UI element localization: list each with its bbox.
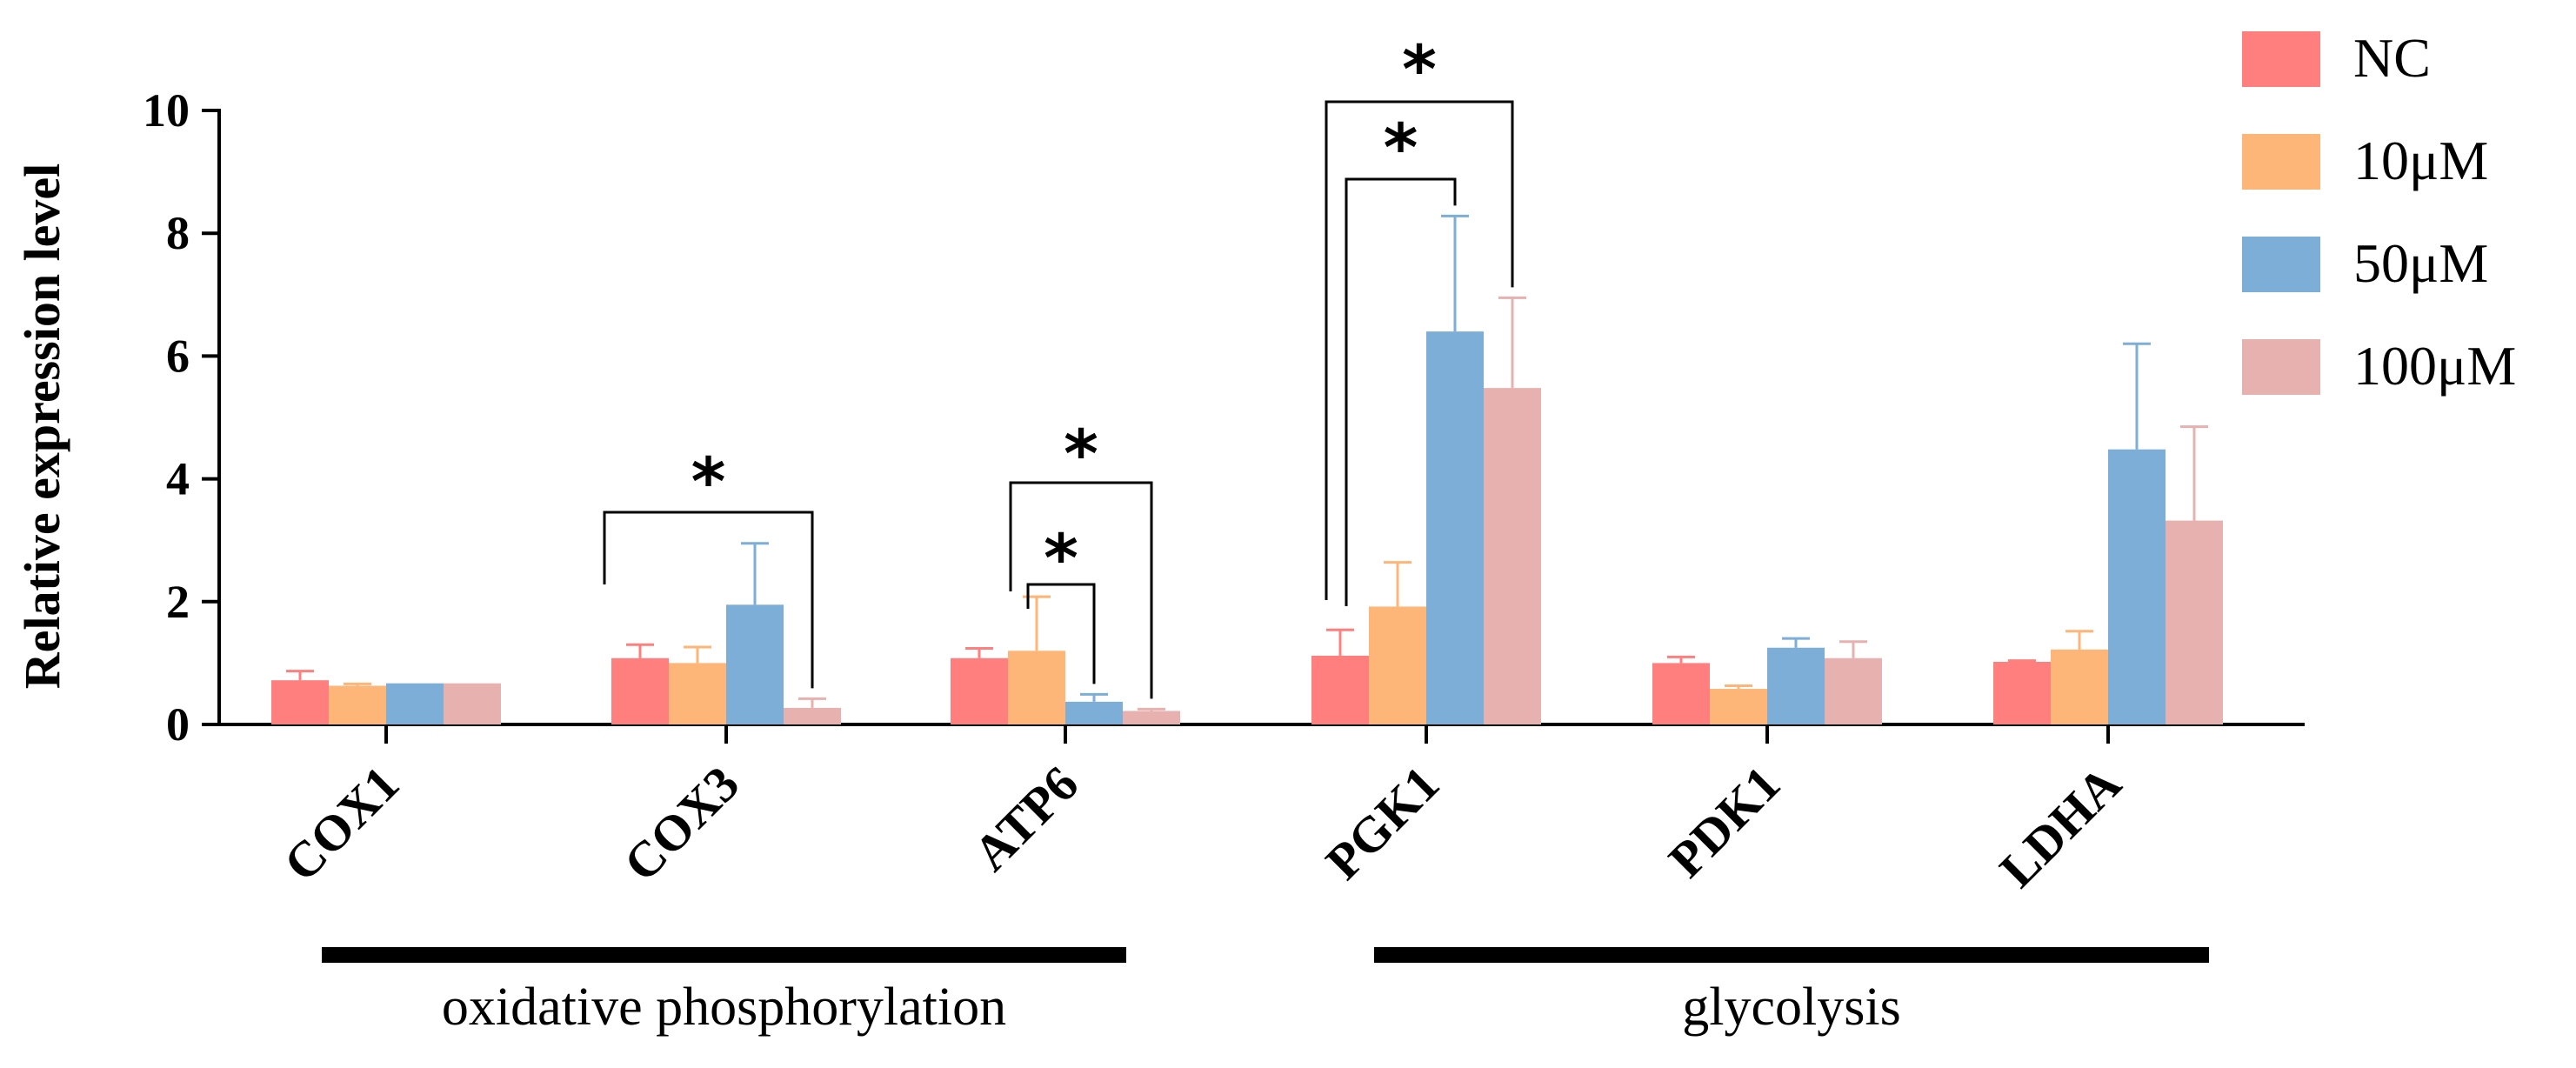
significance-star: * [1402, 30, 1437, 108]
bar [1993, 661, 2051, 724]
x-tick-label: COX3 [613, 755, 751, 892]
legend-label: NC [2353, 27, 2431, 89]
y-tick-label: 10 [143, 84, 190, 137]
significance-bracket [1325, 100, 1514, 600]
bar [1652, 663, 1710, 724]
x-tick-label: PGK1 [1315, 755, 1450, 890]
bar [1767, 647, 1825, 724]
y-tick-label: 8 [166, 207, 190, 259]
legend-swatch [2242, 339, 2320, 395]
significance-star: * [1044, 519, 1078, 597]
bar [2051, 649, 2108, 724]
significance-star: * [1064, 415, 1098, 492]
x-tick-label: ATP6 [963, 755, 1089, 881]
significance-star: * [691, 443, 726, 520]
bar [1065, 701, 1123, 724]
bar [1311, 655, 1369, 724]
bar [784, 707, 841, 724]
significance-bracket [603, 511, 814, 689]
y-tick-label: 6 [166, 330, 190, 382]
bar [329, 685, 386, 724]
bar [1426, 331, 1484, 724]
bar [2166, 520, 2223, 724]
x-tick-label: COX1 [273, 755, 410, 892]
y-tick-label: 0 [166, 698, 190, 751]
bar [669, 663, 726, 724]
bar [1710, 689, 1767, 724]
y-tick-label: 2 [166, 576, 190, 628]
legend-label: 10μM [2353, 130, 2488, 191]
bar [1008, 651, 1065, 724]
category-group-label: glycolysis [1682, 978, 1900, 1037]
x-tick-label: PDK1 [1658, 755, 1791, 888]
y-tick-label: 4 [166, 453, 190, 505]
legend-swatch [2242, 31, 2320, 87]
bar [1369, 606, 1426, 724]
bar [611, 657, 669, 724]
significance-bracket [1026, 583, 1096, 684]
bar [951, 657, 1008, 724]
legend-label: 100μM [2353, 335, 2516, 397]
bar [386, 683, 444, 724]
bar [444, 683, 501, 724]
bar [1825, 657, 1882, 724]
bar [2108, 449, 2166, 724]
legend-label: 50μM [2353, 232, 2488, 294]
significance-bracket [1345, 177, 1457, 606]
legend-swatch [2242, 237, 2320, 292]
category-group-bar [1374, 947, 2209, 963]
bar [726, 604, 784, 724]
bar [1484, 388, 1541, 724]
bar [1123, 711, 1180, 724]
significance-star: * [1384, 109, 1418, 186]
significance-bracket [1009, 481, 1153, 699]
legend-swatch [2242, 134, 2320, 190]
category-group-bar [322, 947, 1126, 963]
x-tick-label: LDHA [1989, 755, 2132, 898]
bar [271, 680, 329, 724]
category-group-label: oxidative phosphorylation [442, 978, 1006, 1037]
y-axis-title: Relative expression level [14, 164, 70, 690]
